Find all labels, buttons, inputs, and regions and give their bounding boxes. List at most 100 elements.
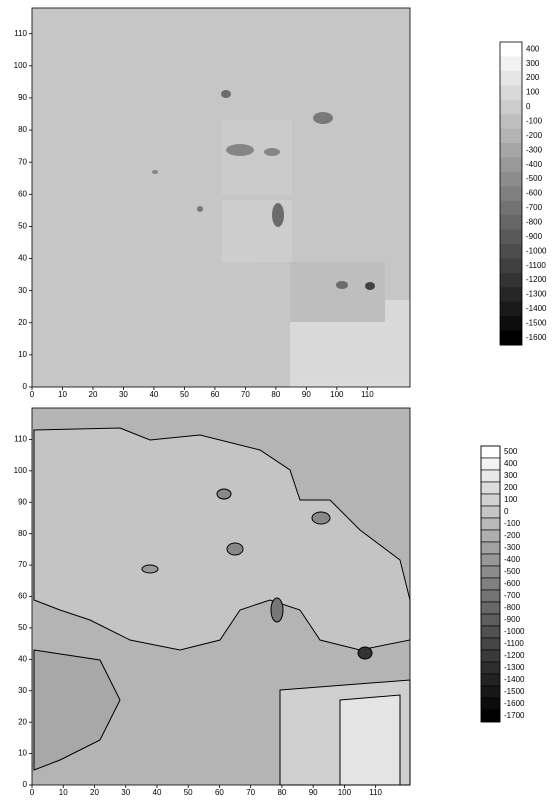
x-tick-label: 10 bbox=[58, 390, 67, 399]
colorbar-label: -400 bbox=[526, 160, 543, 169]
colorbar-label: -700 bbox=[526, 203, 543, 212]
image-features bbox=[152, 90, 410, 387]
colorbar-label: -400 bbox=[504, 555, 521, 564]
x-tick-label: 70 bbox=[241, 390, 250, 399]
y-tick-label: 0 bbox=[23, 780, 28, 789]
y-tick-label: 20 bbox=[18, 318, 27, 327]
colorbar-swatch bbox=[500, 186, 522, 202]
y-tick-label: 40 bbox=[18, 254, 27, 263]
colorbar-swatch bbox=[500, 56, 522, 72]
x-tick-label: 30 bbox=[119, 390, 128, 399]
y-tick-label: 20 bbox=[18, 717, 27, 726]
colorbar-swatch bbox=[480, 529, 501, 543]
colorbar-swatch bbox=[480, 673, 501, 687]
colorbar-swatch bbox=[480, 553, 501, 567]
y-tick-label: 60 bbox=[18, 189, 27, 198]
colorbar-frame bbox=[499, 41, 523, 346]
colorbar-swatch bbox=[480, 469, 501, 483]
x-tick-label: 110 bbox=[369, 788, 382, 797]
colorbar-swatch bbox=[500, 200, 522, 216]
y-tick-label: 110 bbox=[14, 435, 27, 444]
colorbar-label: -1400 bbox=[526, 304, 547, 313]
x-tick-label: 50 bbox=[180, 390, 189, 399]
colorbar-label: -1500 bbox=[504, 687, 525, 696]
colorbar-swatch bbox=[480, 565, 501, 579]
y-tick-label: 50 bbox=[18, 222, 27, 231]
colorbar-label: -1100 bbox=[504, 639, 524, 648]
y-tick-label: 80 bbox=[18, 125, 27, 134]
x-tick-label: 60 bbox=[210, 390, 219, 399]
colorbar-label: -800 bbox=[526, 217, 543, 226]
y-tick-label: 90 bbox=[18, 93, 27, 102]
y-tick-label: 30 bbox=[18, 686, 27, 695]
colorbar-label: -900 bbox=[526, 232, 543, 241]
colorbar-label: 400 bbox=[526, 44, 540, 53]
colorbar-swatch bbox=[500, 215, 522, 231]
y-tick-label: 70 bbox=[18, 560, 27, 569]
colorbar-swatch bbox=[480, 709, 501, 723]
y-tick-label: 110 bbox=[14, 29, 27, 38]
colorbar-swatch bbox=[500, 244, 522, 259]
colorbar-label: -100 bbox=[526, 116, 543, 125]
colorbar-label: 200 bbox=[504, 483, 518, 492]
x-tick-label: 50 bbox=[184, 788, 193, 797]
x-tick-label: 100 bbox=[330, 390, 344, 399]
colorbar-swatch bbox=[500, 316, 522, 332]
colorbar-swatch bbox=[480, 661, 501, 675]
x-tick-label: 100 bbox=[338, 788, 352, 797]
x-tick-label: 20 bbox=[89, 390, 98, 399]
colorbar-label: -1300 bbox=[526, 290, 547, 299]
y-tick-label: 70 bbox=[18, 157, 27, 166]
colorbar-label: -1500 bbox=[526, 318, 547, 327]
y-tick-label: 80 bbox=[18, 529, 27, 538]
x-tick-label: 40 bbox=[149, 390, 158, 399]
colorbar-swatch bbox=[500, 99, 522, 115]
colorbar-swatch bbox=[500, 42, 522, 57]
y-tick-label: 100 bbox=[14, 466, 28, 475]
colorbar-label: -300 bbox=[526, 145, 543, 154]
colorbar-label: -200 bbox=[504, 531, 521, 540]
colorbar-label: -1000 bbox=[504, 627, 525, 636]
colorbar-swatch bbox=[480, 625, 501, 639]
x-tick-label: 10 bbox=[59, 788, 68, 797]
colorbar-label: -1000 bbox=[526, 246, 547, 255]
colorbar-label: -600 bbox=[504, 579, 521, 588]
colorbar-label: -1400 bbox=[504, 675, 525, 684]
colorbar-label: -100 bbox=[504, 519, 521, 528]
colorbar-swatch bbox=[500, 301, 522, 317]
x-tick-label: 110 bbox=[361, 390, 374, 399]
x-tick-label: 0 bbox=[30, 390, 35, 399]
x-tick-label: 60 bbox=[215, 788, 224, 797]
x-tick-label: 0 bbox=[30, 788, 35, 797]
y-tick-label: 90 bbox=[18, 497, 27, 506]
colorbar-swatch bbox=[500, 330, 522, 346]
colorbar-swatch bbox=[500, 272, 522, 288]
colorbar-swatch bbox=[480, 649, 501, 663]
colorbar-label: -300 bbox=[504, 543, 521, 552]
colorbar-label: -600 bbox=[526, 189, 543, 198]
x-tick-label: 80 bbox=[271, 390, 280, 399]
colorbar-swatch bbox=[500, 171, 522, 187]
colorbar-swatch bbox=[500, 143, 522, 158]
y-tick-label: 30 bbox=[18, 286, 27, 295]
colorbar-swatch bbox=[480, 481, 501, 495]
colorbar-label: 0 bbox=[526, 102, 531, 111]
colorbar-label: -1600 bbox=[504, 699, 525, 708]
colorbar-swatch bbox=[480, 457, 501, 471]
colorbar-label: -800 bbox=[504, 603, 521, 612]
colorbar-frame bbox=[480, 445, 501, 723]
colorbar-label: -500 bbox=[504, 567, 521, 576]
colorbar-swatch bbox=[480, 493, 501, 507]
colorbar-swatch bbox=[480, 541, 501, 555]
colorbar-swatch bbox=[480, 637, 501, 651]
colorbar-label: 500 bbox=[504, 447, 518, 456]
y-tick-label: 100 bbox=[14, 61, 28, 70]
colorbar-swatch bbox=[500, 70, 522, 86]
colorbar-swatch bbox=[500, 157, 522, 173]
plot-frame bbox=[31, 7, 411, 388]
y-tick-label: 40 bbox=[18, 654, 27, 663]
x-tick-label: 90 bbox=[302, 390, 311, 399]
colorbar-label: -700 bbox=[504, 591, 521, 600]
x-tick-label: 80 bbox=[277, 788, 286, 797]
